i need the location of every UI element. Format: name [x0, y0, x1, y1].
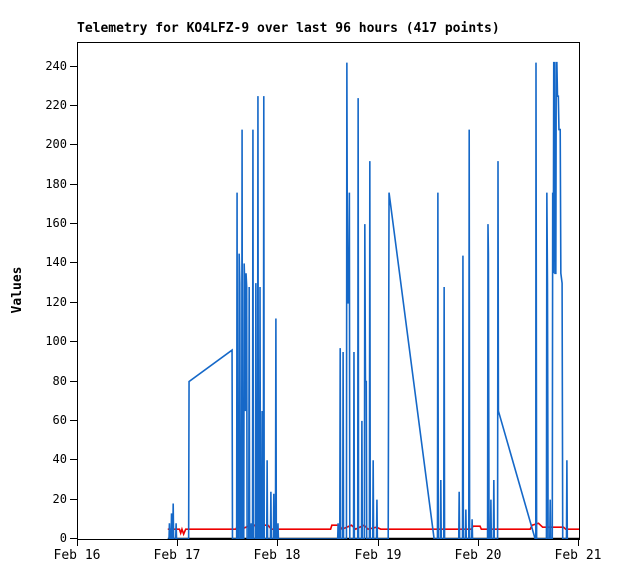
y-axis-tick-label: 60 [52, 413, 67, 427]
y-axis-tick-label: 120 [45, 295, 67, 309]
x-axis-tick-label: Feb 18 [253, 548, 301, 563]
y-axis-tick-label: 240 [45, 59, 67, 73]
y-axis-tick [70, 144, 77, 145]
y-axis-tick [70, 223, 77, 224]
y-axis-tick-label: 20 [52, 492, 67, 506]
x-axis-tick-label: Feb 16 [53, 548, 101, 563]
y-axis-tick-label: 0 [59, 531, 67, 545]
y-axis-tick-label: 140 [45, 255, 67, 269]
chart-title: Telemetry for KO4LFZ-9 over last 96 hour… [77, 21, 500, 36]
y-axis-tick-label: 220 [45, 98, 67, 112]
x-axis-tick-label: Feb 19 [354, 548, 402, 563]
y-axis-tick [70, 302, 77, 303]
telemetry-plot [78, 43, 579, 539]
x-axis-tick [77, 539, 78, 546]
y-axis-tick [70, 262, 77, 263]
y-axis-tick-label: 80 [52, 374, 67, 388]
y-axis-tick-label: 100 [45, 334, 67, 348]
y-axis-tick-label: 40 [52, 452, 67, 466]
x-axis-tick [378, 539, 379, 546]
y-axis-tick-label: 200 [45, 137, 67, 151]
telemetry-channel-blue [169, 63, 567, 539]
y-axis-tick [70, 538, 77, 539]
y-axis-title-text: Values [10, 266, 25, 314]
y-axis-tick [70, 420, 77, 421]
x-axis-tick [277, 539, 278, 546]
y-axis-tick [70, 105, 77, 106]
y-axis-tick [70, 459, 77, 460]
x-axis-tick [578, 539, 579, 546]
x-axis-tick [478, 539, 479, 546]
x-axis-tick-label: Feb 21 [554, 548, 602, 563]
y-axis-tick [70, 184, 77, 185]
y-axis-tick [70, 381, 77, 382]
x-axis-tick-label: Feb 17 [153, 548, 201, 563]
y-axis-tick-label: 180 [45, 177, 67, 191]
y-axis-tick [70, 499, 77, 500]
y-axis-tick-label: 160 [45, 216, 67, 230]
x-axis-tick [177, 539, 178, 546]
y-axis-tick [70, 341, 77, 342]
y-axis-tick [70, 66, 77, 67]
plot-area [77, 42, 580, 540]
x-axis-tick-label: Feb 20 [454, 548, 502, 563]
